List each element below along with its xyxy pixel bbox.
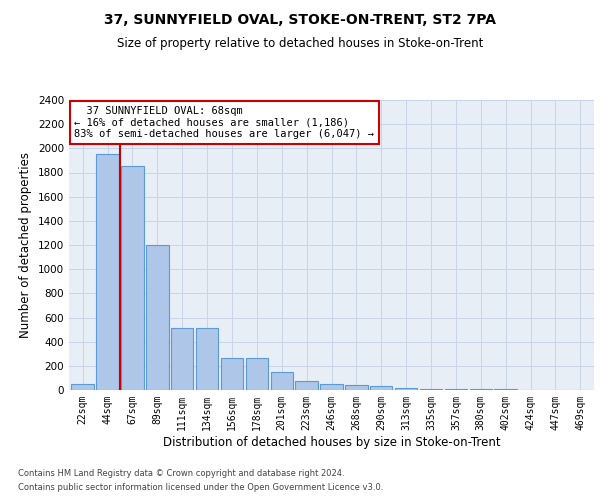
Bar <box>221 358 243 390</box>
Bar <box>295 381 318 390</box>
Bar <box>71 384 94 390</box>
Bar <box>470 389 492 390</box>
Bar <box>245 358 268 390</box>
Text: Size of property relative to detached houses in Stoke-on-Trent: Size of property relative to detached ho… <box>117 38 483 51</box>
Bar <box>97 154 119 390</box>
Bar <box>445 389 467 390</box>
Text: Contains HM Land Registry data © Crown copyright and database right 2024.: Contains HM Land Registry data © Crown c… <box>18 468 344 477</box>
Bar <box>171 328 193 390</box>
Y-axis label: Number of detached properties: Number of detached properties <box>19 152 32 338</box>
Text: Contains public sector information licensed under the Open Government Licence v3: Contains public sector information licen… <box>18 484 383 492</box>
Text: 37, SUNNYFIELD OVAL, STOKE-ON-TRENT, ST2 7PA: 37, SUNNYFIELD OVAL, STOKE-ON-TRENT, ST2… <box>104 12 496 26</box>
X-axis label: Distribution of detached houses by size in Stoke-on-Trent: Distribution of detached houses by size … <box>163 436 500 448</box>
Bar <box>320 384 343 390</box>
Bar <box>345 385 368 390</box>
Bar <box>370 386 392 390</box>
Bar <box>271 372 293 390</box>
Bar <box>395 388 418 390</box>
Bar <box>146 245 169 390</box>
Text: 37 SUNNYFIELD OVAL: 68sqm
← 16% of detached houses are smaller (1,186)
83% of se: 37 SUNNYFIELD OVAL: 68sqm ← 16% of detac… <box>74 106 374 139</box>
Bar <box>420 388 442 390</box>
Bar <box>196 328 218 390</box>
Bar <box>121 166 143 390</box>
